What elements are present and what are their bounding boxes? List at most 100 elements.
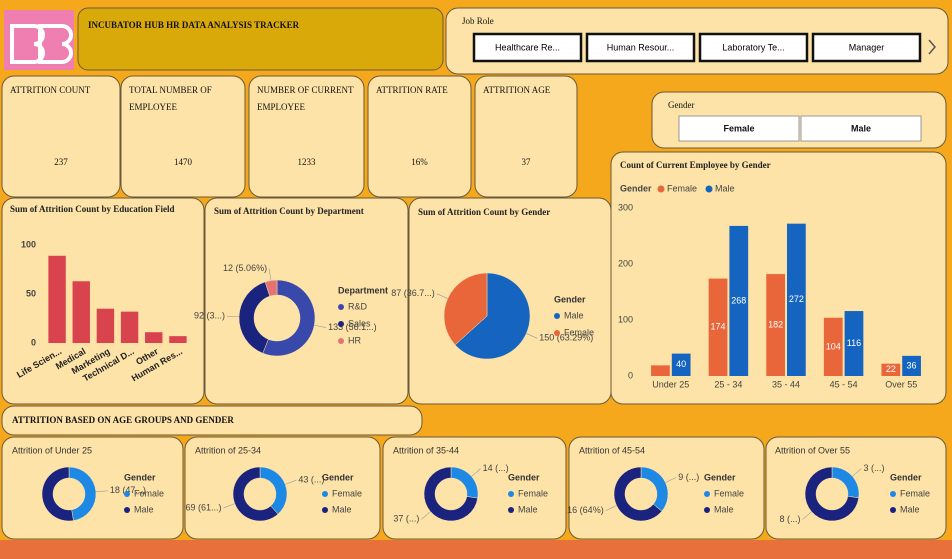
y-tick-label: 50 [26, 288, 36, 298]
slicer-item[interactable]: Manager [849, 42, 885, 52]
legend-marker [322, 507, 328, 513]
legend-label: HR [348, 335, 361, 345]
slicer-item[interactable]: Laboratory Te... [722, 42, 784, 52]
chart-title: Attrition of 45-54 [579, 445, 645, 455]
bar [787, 223, 806, 376]
data-label: 268 [731, 295, 746, 305]
leader-line [802, 511, 812, 520]
data-label: 104 [826, 341, 841, 351]
bar [729, 225, 749, 376]
leader-line [223, 503, 235, 509]
data-label: 116 [847, 338, 861, 348]
y-tick-label: 300 [618, 202, 633, 212]
data-label: 69 (61...) [186, 502, 222, 512]
legend-marker [554, 313, 560, 319]
kpi-label: NUMBER OF CURRENT EMPLOYEE [257, 85, 356, 112]
kpi-label: ATTRITION COUNT [10, 85, 91, 95]
legend-title: Gender [554, 294, 586, 304]
slicer-item[interactable]: Male [851, 123, 871, 133]
x-tick-label: 45 - 54 [830, 379, 858, 389]
x-tick-label: 25 - 34 [714, 379, 742, 389]
slicer-item[interactable]: Female [723, 123, 754, 133]
legend-label: Male [518, 504, 538, 514]
slicer-button[interactable] [811, 32, 922, 63]
kpi-card [120, 75, 246, 198]
slicer-button[interactable] [678, 115, 800, 142]
data-label: 8 (...) [780, 514, 801, 524]
data-label: 14 (...) [483, 463, 509, 473]
legend-label: Female [900, 488, 930, 498]
data-label: 182 [768, 319, 783, 329]
legend-label: R&D [348, 301, 368, 311]
slice [262, 279, 316, 357]
legend-title: Gender [890, 472, 922, 482]
slicer-label: Job Role [462, 16, 494, 26]
data-label: 87 (36.7...) [391, 288, 435, 298]
legend-label: Female [134, 488, 164, 498]
legend-marker [508, 491, 514, 497]
legend-marker [704, 507, 710, 513]
slice [232, 466, 279, 522]
y-tick-label: 100 [21, 239, 36, 249]
legend-marker [508, 507, 514, 513]
legend-label: Male [714, 504, 734, 514]
legend-label: Female [518, 488, 548, 498]
legend-title: Gender [322, 472, 354, 482]
legend-marker [890, 491, 896, 497]
data-label: 12 (5.06%) [223, 263, 267, 273]
slicer-item[interactable]: Human Resour... [607, 42, 675, 52]
data-label: 92 (3...) [194, 311, 225, 321]
data-label: 174 [711, 322, 726, 332]
leader-line [436, 293, 448, 299]
x-tick-label: Under 25 [652, 379, 689, 389]
chart-title: Attrition of 25-34 [195, 445, 261, 455]
legend-label: Male [332, 504, 352, 514]
bar [844, 311, 864, 376]
slicer-button[interactable] [800, 115, 922, 142]
legend-label: Male [134, 504, 154, 514]
legend-title: Department [338, 285, 388, 295]
leader-line [95, 490, 108, 493]
leader-line [268, 268, 272, 281]
data-label: 16 (64%) [567, 505, 604, 515]
legend-marker [705, 185, 713, 193]
legend-marker [704, 491, 710, 497]
chart-card [1, 197, 205, 405]
y-tick-label: 100 [618, 314, 633, 324]
leader-line [314, 324, 327, 328]
legend-label: Male [715, 183, 735, 193]
kpi-card [1, 75, 121, 198]
slicer-next-arrow[interactable] [928, 39, 936, 55]
kpi-card [367, 75, 472, 198]
kpi-value: 37 [522, 157, 532, 167]
slicer-button[interactable] [585, 32, 696, 63]
bar [72, 281, 90, 343]
data-label: 272 [789, 294, 804, 304]
kpi-value: 1470 [174, 157, 193, 167]
legend-marker [338, 338, 344, 344]
y-tick-label: 0 [31, 337, 36, 347]
leader-line [471, 468, 481, 477]
legend-label: Male [900, 504, 920, 514]
slice [41, 466, 74, 522]
legend-title: Gender [124, 472, 156, 482]
legend-title: Gender [508, 472, 540, 482]
data-label: 37 (...) [393, 514, 419, 524]
legend-marker [657, 185, 665, 193]
chart-title: Sum of Attrition Count by Department [214, 206, 364, 216]
slicer-item[interactable]: Healthcare Re... [495, 42, 560, 52]
slicer-button[interactable] [698, 32, 809, 63]
chart-title: Attrition of Under 25 [12, 445, 92, 455]
title-box [77, 7, 444, 71]
slice [264, 279, 278, 297]
leader-line [526, 333, 538, 339]
slicer-button[interactable] [472, 32, 583, 63]
leader-line [665, 477, 677, 483]
leader-line [852, 468, 862, 477]
x-tick-label: Over 55 [885, 379, 917, 389]
bar [120, 311, 139, 343]
legend-marker [124, 507, 130, 513]
chart-title: Attrition of 35-44 [393, 445, 459, 455]
